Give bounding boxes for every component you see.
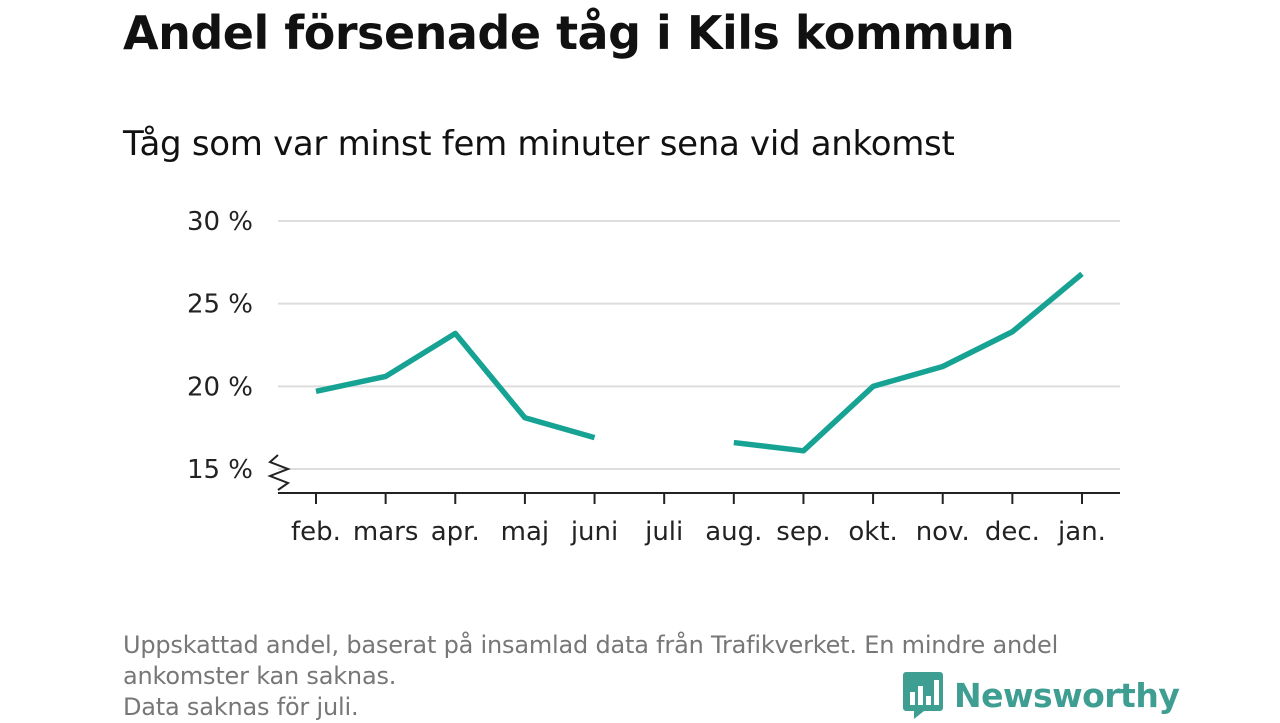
x-tick-label: apr. xyxy=(431,517,480,547)
logo-name: Newsworthy xyxy=(954,675,1180,715)
line-chart: 15 % 20 % 25 % 30 % feb. mars apr. maj juni juli… xyxy=(187,207,1120,547)
series-lines xyxy=(315,271,1084,454)
x-tick-label: sep. xyxy=(776,517,830,547)
y-axis-ticks: 15 % 20 % 25 % 30 % xyxy=(187,207,253,485)
y-tick-label: 20 % xyxy=(187,372,253,402)
x-tick-label: nov. xyxy=(916,517,970,547)
x-tick-label: mars xyxy=(353,517,419,547)
newsworthy-chart-logo-icon xyxy=(903,672,943,719)
footnote: Uppskattad andel, baserat på insamlad da… xyxy=(123,630,1163,723)
x-tick-label: maj xyxy=(501,517,549,547)
x-tick-label: feb. xyxy=(291,517,341,547)
x-tick-label: aug. xyxy=(705,517,762,547)
x-axis xyxy=(267,454,1120,504)
footnote-line: Data saknas för juli. xyxy=(123,693,359,721)
y-tick-label: 15 % xyxy=(187,455,253,485)
footnote-line: ankomster kan saknas. xyxy=(123,662,397,690)
series-line-segment xyxy=(733,271,1084,454)
x-tick-label: juli xyxy=(644,517,683,547)
chart-subtitle: Tåg som var minst fem minuter sena vid a… xyxy=(123,124,955,164)
y-tick-label: 25 % xyxy=(187,290,253,320)
x-tick-label: juni xyxy=(570,517,618,547)
footnote-line: Uppskattad andel, baserat på insamlad da… xyxy=(123,631,1059,659)
newsworthy-logo: Newsworthy xyxy=(902,670,1180,720)
series-line-segment xyxy=(315,330,596,441)
axis-break-icon xyxy=(267,454,291,491)
gridlines xyxy=(278,220,1120,470)
chart-title: Andel försenade tåg i Kils kommun xyxy=(123,6,1015,60)
x-axis-tick-labels: feb. mars apr. maj juni juli aug. sep. okt. nov. d… xyxy=(291,517,1106,547)
x-tick-label: jan. xyxy=(1057,517,1106,547)
x-tick-label: dec. xyxy=(985,517,1040,547)
y-tick-label: 30 % xyxy=(187,207,253,237)
x-tick-label: okt. xyxy=(848,517,897,547)
